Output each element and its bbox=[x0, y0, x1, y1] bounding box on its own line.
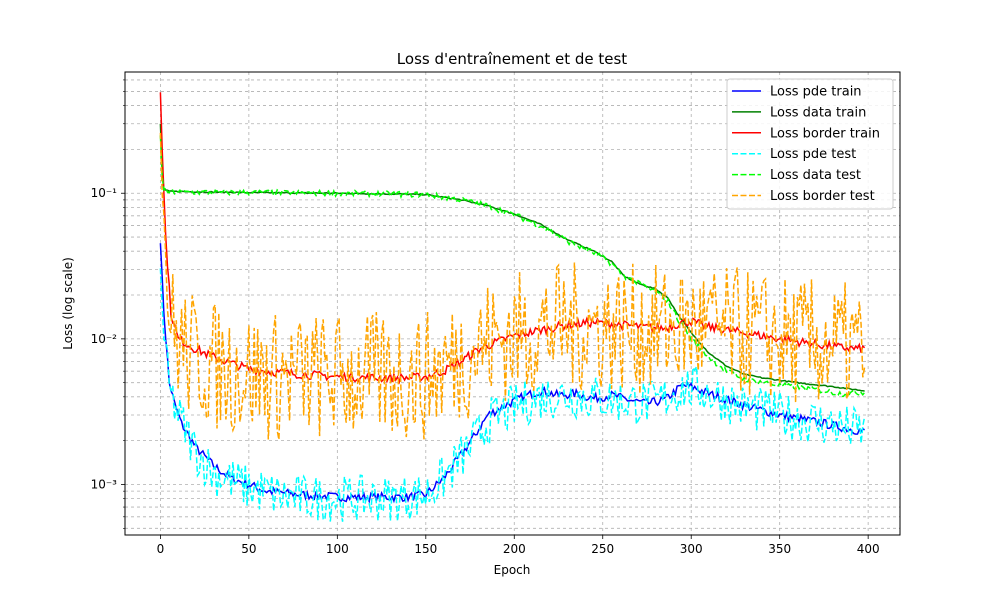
series-line-5 bbox=[159, 135, 866, 398]
x-tick-label: 300 bbox=[680, 542, 703, 556]
legend-box bbox=[726, 78, 894, 210]
x-tick-label: 0 bbox=[157, 542, 165, 556]
x-tick-label: 200 bbox=[503, 542, 526, 556]
legend-label: Loss data test bbox=[770, 168, 861, 183]
legend-label: Loss border test bbox=[770, 189, 875, 204]
series-line-4 bbox=[159, 268, 866, 522]
x-tick-label: 350 bbox=[768, 542, 791, 556]
x-tick-label: 100 bbox=[326, 542, 349, 556]
series-lines bbox=[159, 92, 866, 522]
x-tick-label: 400 bbox=[857, 542, 880, 556]
series-line-6 bbox=[159, 132, 866, 440]
legend-label: Loss pde test bbox=[770, 147, 856, 162]
plot-frame bbox=[124, 71, 901, 536]
chart-title: Loss d'entraînement et de test bbox=[397, 50, 628, 68]
x-tick-label: 50 bbox=[241, 542, 256, 556]
legend-label: Loss data train bbox=[770, 105, 866, 120]
legend-label: Loss border train bbox=[770, 126, 880, 141]
grid bbox=[125, 72, 900, 535]
y-axis-label: Loss (log scale) bbox=[61, 257, 75, 350]
x-tick-label: 150 bbox=[414, 542, 437, 556]
y-tick-label: 10⁻¹ bbox=[91, 186, 118, 200]
axis-ticks: 0 50 100 150 200 250 300 350 400 10⁻³ 10⁻² 10⁻¹ bbox=[91, 79, 880, 556]
y-tick-label: 10⁻² bbox=[91, 332, 118, 346]
y-tick-label: 10⁻³ bbox=[91, 477, 118, 491]
x-tick-label: 250 bbox=[591, 542, 614, 556]
x-axis-label: Epoch bbox=[494, 563, 531, 577]
legend-label: Loss pde train bbox=[770, 85, 862, 100]
legend: Loss pde train Loss data train Loss border… bbox=[726, 78, 894, 210]
